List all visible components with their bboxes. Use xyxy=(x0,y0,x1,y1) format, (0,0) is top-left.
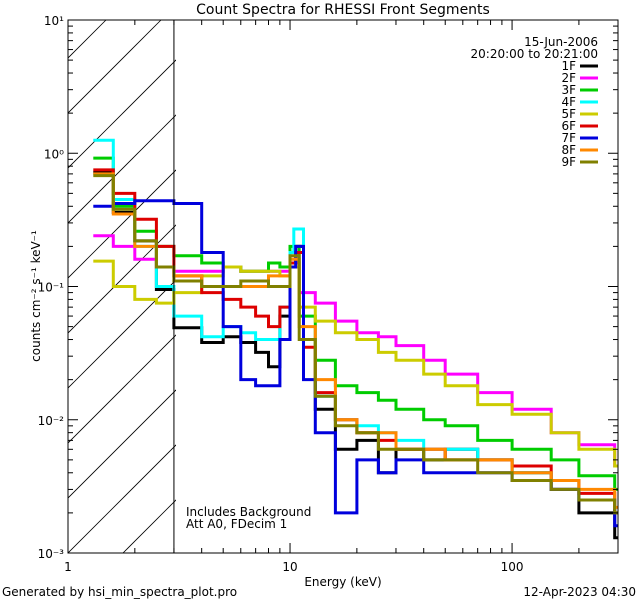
x-tick-label: 1 xyxy=(64,560,72,574)
time-range-label: 20:20:00 to 20:21:00 xyxy=(471,47,598,61)
legend-label-1F: 1F xyxy=(561,59,576,73)
y-tick-label: 10⁰ xyxy=(44,147,64,161)
y-tick-label: 10⁻¹ xyxy=(38,281,65,295)
legend-label-4F: 4F xyxy=(561,95,576,109)
footer-timestamp: 12-Apr-2023 04:30 xyxy=(523,585,636,599)
hatch-line xyxy=(68,20,162,114)
x-tick-label: 10 xyxy=(282,560,297,574)
x-axis-label: Energy (keV) xyxy=(304,575,381,589)
y-axis-label: counts cm⁻² s⁻¹ keV⁻¹ xyxy=(29,230,43,362)
legend-label-5F: 5F xyxy=(561,107,576,121)
legend-label-8F: 8F xyxy=(561,143,576,157)
chart-title: Count Spectra for RHESSI Front Segments xyxy=(196,2,490,18)
legend-label-3F: 3F xyxy=(561,83,576,97)
x-tick-label: 100 xyxy=(501,560,524,574)
axis-tick-labels: 1 10 100 10⁻³ 10⁻² 10⁻¹ 10⁰ 10¹ xyxy=(38,14,524,574)
hatch-line xyxy=(68,59,176,169)
annotation-background: Includes Background xyxy=(186,505,311,519)
legend-label-7F: 7F xyxy=(561,131,576,145)
y-tick-label: 10⁻² xyxy=(38,414,65,428)
hatch-line xyxy=(68,444,176,553)
y-tick-label: 10⁻³ xyxy=(38,547,65,561)
legend-label-2F: 2F xyxy=(561,71,576,85)
date-label: 15-Jun-2006 xyxy=(524,35,598,49)
hatch-line xyxy=(68,389,176,499)
y-tick-label: 10¹ xyxy=(44,14,64,28)
legend-label-6F: 6F xyxy=(561,119,576,133)
legend-label-9F: 9F xyxy=(561,155,576,169)
axis-ticks xyxy=(67,19,619,554)
annotation-attenuator: Att A0, FDecim 1 xyxy=(186,517,287,531)
footer-generated-by: Generated by hsi_min_spectra_plot.pro xyxy=(2,585,237,599)
